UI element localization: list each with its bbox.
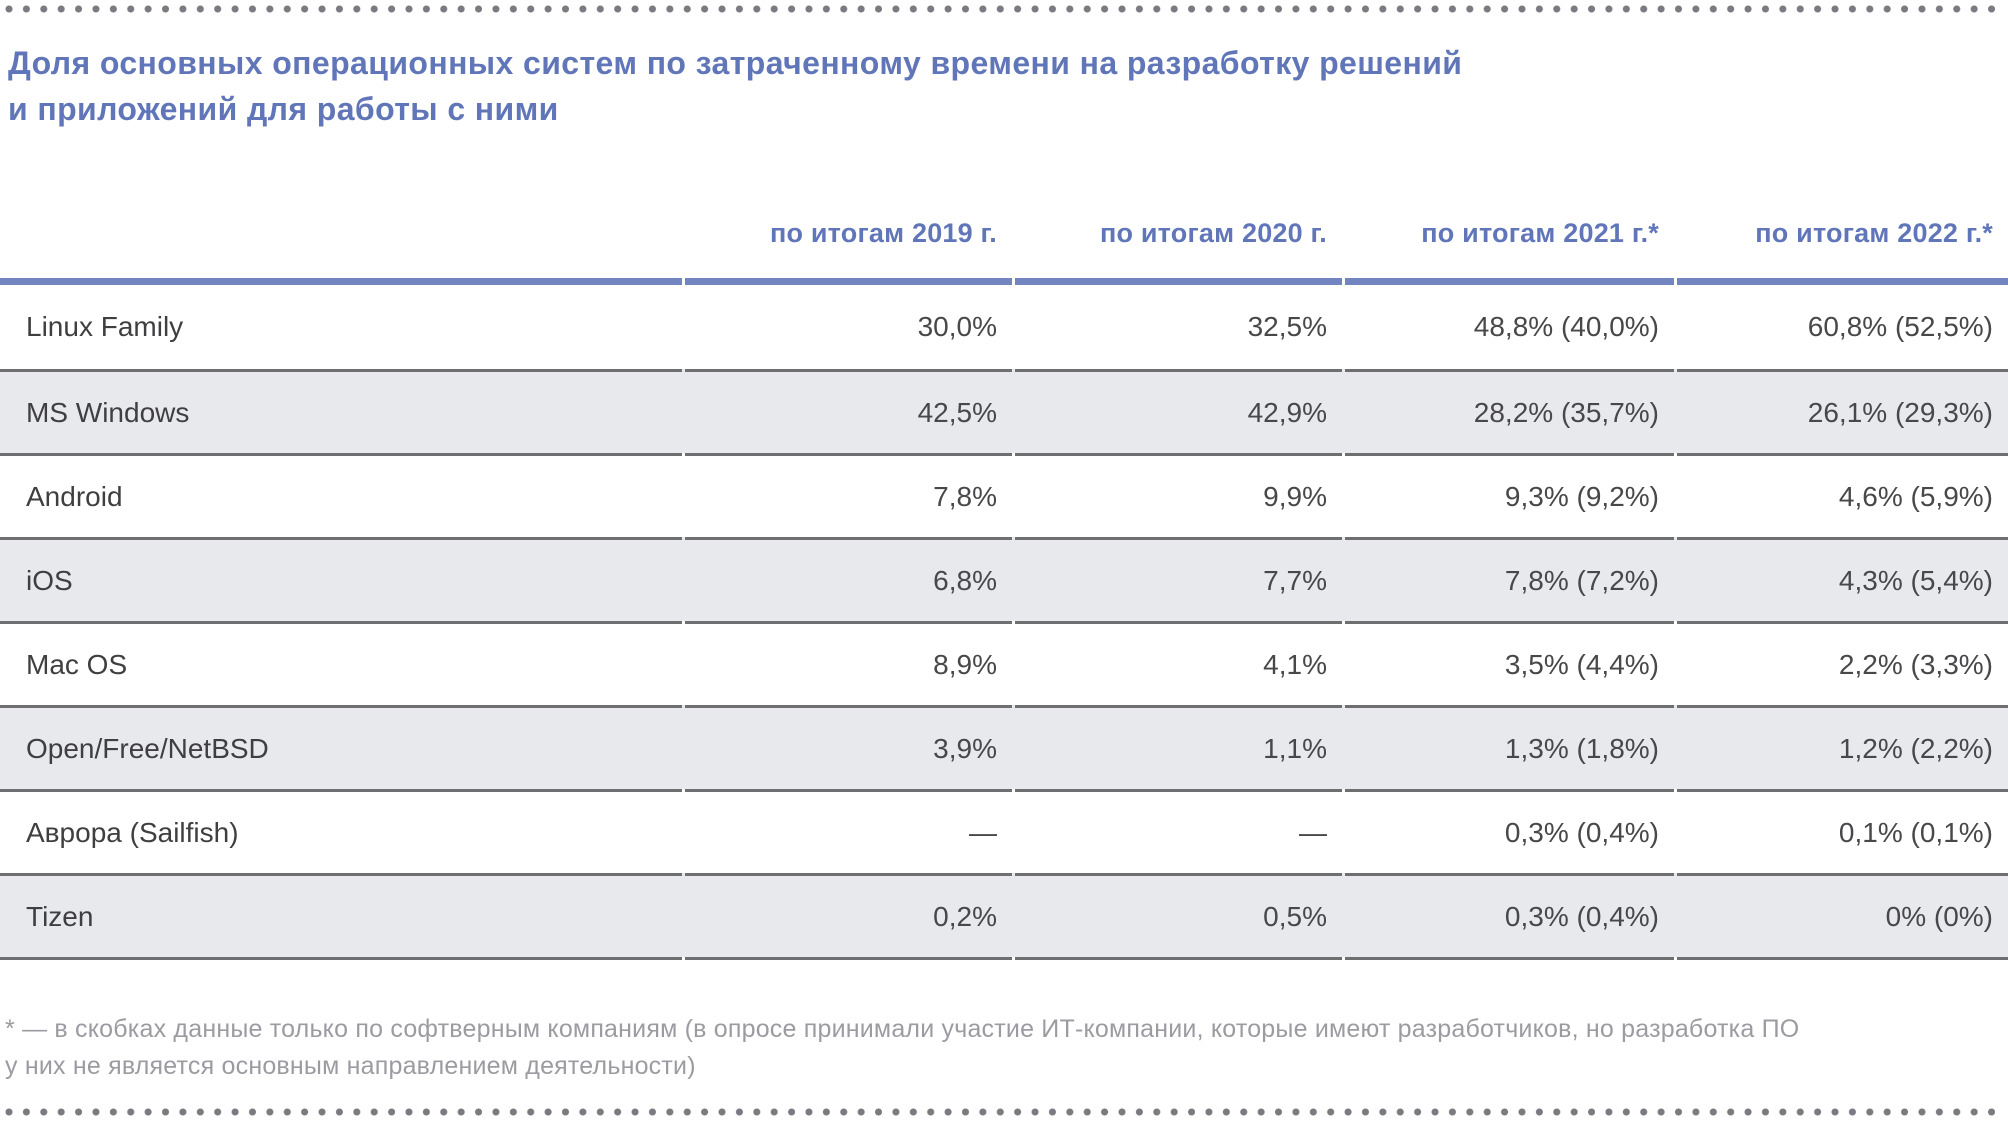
table-row: iOS 6,8% 7,7% 7,8% (7,2%) 4,3% (5,4%): [0, 537, 2008, 621]
row-value: 48,8% (40,0%): [1473, 311, 1659, 342]
row-value: 4,6% (5,9%): [1677, 453, 2008, 537]
row-value: 42,9%: [1015, 369, 1342, 453]
bottom-border-segment: [1345, 957, 1674, 960]
dotted-divider-bottom: [5, 1107, 2003, 1117]
row-value: 7,7%: [1015, 537, 1342, 621]
row-value: 0,5%: [1015, 873, 1342, 957]
column-header-2022: по итогам 2022 г.*: [1755, 218, 1993, 248]
row-label: MS Windows: [0, 369, 682, 453]
row-value: 1,3% (1,8%): [1345, 705, 1674, 789]
row-value: 32,5%: [1247, 311, 1327, 342]
row-value: 0,3% (0,4%): [1345, 873, 1674, 957]
row-label: Tizen: [0, 873, 682, 957]
row-value: 42,5%: [685, 369, 1012, 453]
table-row: Mac OS 8,9% 4,1% 3,5% (4,4%) 2,2% (3,3%): [0, 621, 2008, 705]
row-label: iOS: [0, 537, 682, 621]
footnote-line2: у них не является основным направлением …: [5, 1052, 696, 1080]
bottom-border-segment: [1015, 957, 1342, 960]
row-value: 3,9%: [685, 705, 1012, 789]
row-value: 0,3% (0,4%): [1345, 789, 1674, 873]
row-label: Android: [0, 453, 682, 537]
row-value: 28,2% (35,7%): [1345, 369, 1674, 453]
row-value: 6,8%: [685, 537, 1012, 621]
header-rule-segment: [1677, 278, 2008, 285]
footnote: * — в скобках данные только по софтверны…: [5, 1011, 1799, 1085]
table-row: Tizen 0,2% 0,5% 0,3% (0,4%) 0% (0%): [0, 873, 2008, 957]
table-body: Linux Family 30,0% 32,5% 48,8% (40,0%) 6…: [0, 285, 2008, 960]
row-value: 8,9%: [685, 621, 1012, 705]
row-value: 9,9%: [1015, 453, 1342, 537]
row-value: 0% (0%): [1677, 873, 2008, 957]
column-header-2021: по итогам 2021 г.*: [1421, 218, 1659, 248]
table-row: MS Windows 42,5% 42,9% 28,2% (35,7%) 26,…: [0, 369, 2008, 453]
table-row: Linux Family 30,0% 32,5% 48,8% (40,0%) 6…: [0, 285, 2008, 369]
header-rule-segment: [1345, 278, 1674, 285]
row-value: 26,1% (29,3%): [1677, 369, 2008, 453]
dotted-divider-top: [5, 4, 2003, 14]
row-value: —: [685, 789, 1012, 873]
header-spacer: [0, 211, 682, 249]
row-label: Linux Family: [26, 311, 184, 342]
row-value: 0,1% (0,1%): [1677, 789, 2008, 873]
row-label: Аврора (Sailfish): [0, 789, 682, 873]
bottom-border-segment: [0, 957, 682, 960]
row-value: 9,3% (9,2%): [1345, 453, 1674, 537]
bottom-border-segment: [1677, 957, 2008, 960]
row-value: 2,2% (3,3%): [1677, 621, 2008, 705]
header-rule-segment: [685, 278, 1012, 285]
row-value: 4,3% (5,4%): [1677, 537, 2008, 621]
table-row: Аврора (Sailfish) — — 0,3% (0,4%) 0,1% (…: [0, 789, 2008, 873]
row-value: 0,2%: [685, 873, 1012, 957]
row-value: 60,8% (52,5%): [1807, 311, 1993, 342]
row-value: —: [1015, 789, 1342, 873]
row-label: Mac OS: [0, 621, 682, 705]
row-value: 4,1%: [1015, 621, 1342, 705]
table-header: по итогам 2019 г. по итогам 2020 г. по и…: [0, 211, 2008, 249]
row-value: 7,8% (7,2%): [1345, 537, 1674, 621]
table-bottom-border: [0, 957, 2008, 960]
header-rule: [0, 278, 2008, 285]
page-title-line2: и приложений для работы с ними: [8, 91, 559, 127]
footnote-line1: * — в скобках данные только по софтверны…: [5, 1015, 1800, 1043]
column-header-2019: по итогам 2019 г.: [769, 218, 997, 248]
row-value: 1,2% (2,2%): [1677, 705, 2008, 789]
header-rule-segment: [1015, 278, 1342, 285]
page-title-line1: Доля основных операционных систем по зат…: [8, 45, 1463, 81]
header-rule-segment: [0, 278, 682, 285]
bottom-border-segment: [685, 957, 1012, 960]
page-title: Доля основных операционных систем по зат…: [8, 40, 1462, 132]
table-row: Open/Free/NetBSD 3,9% 1,1% 1,3% (1,8%) 1…: [0, 705, 2008, 789]
row-value: 3,5% (4,4%): [1345, 621, 1674, 705]
row-label: Open/Free/NetBSD: [0, 705, 682, 789]
table-row: Android 7,8% 9,9% 9,3% (9,2%) 4,6% (5,9%…: [0, 453, 2008, 537]
row-value: 30,0%: [917, 311, 997, 342]
row-value: 1,1%: [1015, 705, 1342, 789]
row-value: 7,8%: [685, 453, 1012, 537]
column-header-2020: по итогам 2020 г.: [1099, 218, 1327, 248]
